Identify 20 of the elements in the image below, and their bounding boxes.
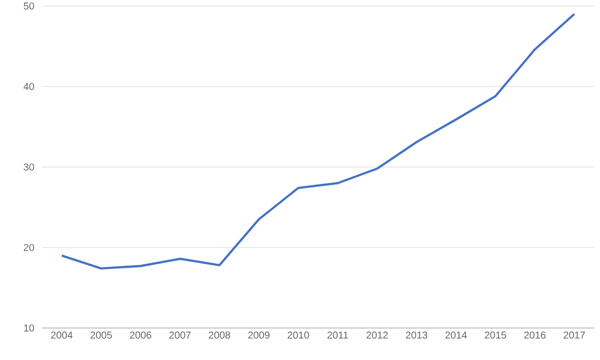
y-tick-label: 50 [24, 2, 34, 10]
x-tick-label: 2010 [288, 332, 310, 339]
y-tick-label: 10 [24, 324, 34, 332]
x-tick-label: 2008 [208, 332, 230, 339]
x-tick-label: 2017 [564, 332, 585, 339]
x-tick-label: 2011 [327, 332, 348, 339]
x-tick-label: 2005 [90, 332, 112, 339]
x-tick-label: 2014 [445, 332, 467, 339]
x-tick-label: 2016 [524, 332, 546, 339]
x-tick-label: 2006 [130, 332, 152, 339]
y-tick-label: 40 [24, 82, 34, 90]
x-tick-label: 2012 [366, 332, 388, 339]
x-tick-label: 2009 [248, 332, 270, 339]
x-tick-label: 2007 [169, 332, 191, 339]
x-tick-label: 2015 [484, 332, 506, 339]
y-tick-label: 30 [24, 163, 34, 171]
line-series [60, 12, 576, 270]
x-tick-label: 2004 [51, 332, 73, 339]
x-tick-label: 2013 [406, 332, 428, 339]
y-tick-label: 20 [24, 244, 34, 252]
